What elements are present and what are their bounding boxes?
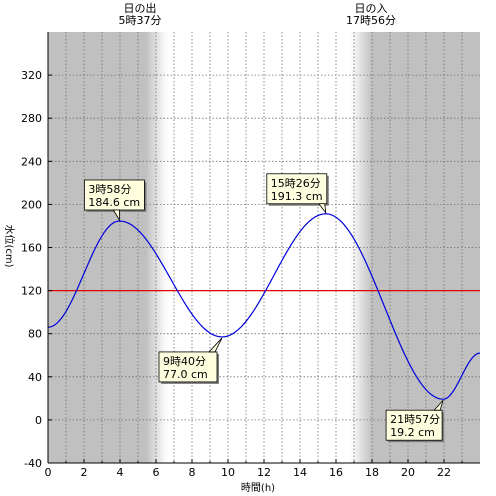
annotation-pointer bbox=[317, 203, 327, 215]
annotation-value: 184.6 cm bbox=[88, 196, 140, 209]
y-tick-label: 240 bbox=[21, 155, 42, 168]
annotation-value: 191.3 cm bbox=[271, 190, 323, 203]
x-tick-label: 4 bbox=[117, 466, 124, 479]
y-tick-label: 200 bbox=[21, 198, 42, 211]
axes bbox=[47, 32, 480, 464]
sunset-time: 17時56分 bbox=[346, 14, 396, 27]
x-tick-label: 10 bbox=[221, 466, 235, 479]
annotation-box bbox=[84, 179, 145, 211]
x-axis-label: 時間(h) bbox=[241, 482, 275, 494]
y-tick-label: 80 bbox=[28, 328, 42, 341]
x-tick-label: 6 bbox=[153, 466, 160, 479]
sunset-label: 日の入 bbox=[355, 2, 388, 15]
annotation-value: 19.2 cm bbox=[390, 426, 435, 439]
x-tick-label: 16 bbox=[329, 466, 343, 479]
annotation-box bbox=[266, 173, 328, 205]
x-tick-labels: 0 2 4 6 8 10 12 14 16 18 20 22 bbox=[45, 466, 452, 479]
x-tick-label: 0 bbox=[45, 466, 52, 479]
annotation-box bbox=[158, 351, 218, 383]
y-tick-label: 280 bbox=[21, 112, 42, 125]
tide-level-line bbox=[48, 213, 480, 400]
annotation-time: 9時40分 bbox=[163, 355, 206, 368]
y-tick-label: -40 bbox=[24, 457, 42, 470]
annotation-time: 3時58分 bbox=[88, 183, 131, 196]
x-tick-label: 22 bbox=[437, 466, 451, 479]
y-tick-label: 40 bbox=[28, 371, 42, 384]
sunrise-label: 日の出 bbox=[124, 1, 157, 15]
x-tick-label: 12 bbox=[257, 466, 271, 479]
x-tick-label: 8 bbox=[189, 466, 196, 479]
annotation-time: 21時57分 bbox=[390, 413, 440, 426]
x-tick-label: 2 bbox=[81, 466, 88, 479]
annotation-pointer bbox=[208, 337, 223, 353]
y-tick-labels: -40 0 40 80 120 160 200 240 280 320 bbox=[21, 69, 42, 470]
x-tick-label: 14 bbox=[293, 466, 307, 479]
annotation-time: 15時26分 bbox=[271, 177, 321, 190]
y-tick-label: 320 bbox=[21, 69, 42, 82]
x-tick-label: 18 bbox=[365, 466, 379, 479]
x-tick-label: 20 bbox=[401, 466, 415, 479]
sunrise-time: 5時37分 bbox=[119, 14, 162, 27]
y-tick-label: 160 bbox=[21, 242, 42, 255]
annotation-box bbox=[385, 409, 443, 441]
annotation-pointer bbox=[112, 209, 120, 222]
day-night-background bbox=[48, 32, 480, 463]
y-axis-label: 水位(cm) bbox=[3, 224, 16, 267]
annotation-value: 77.0 cm bbox=[163, 368, 208, 381]
y-tick-label: 0 bbox=[35, 414, 42, 427]
y-tick-label: 120 bbox=[21, 285, 42, 298]
annotation-pointer bbox=[433, 399, 444, 411]
tide-series bbox=[48, 213, 480, 400]
